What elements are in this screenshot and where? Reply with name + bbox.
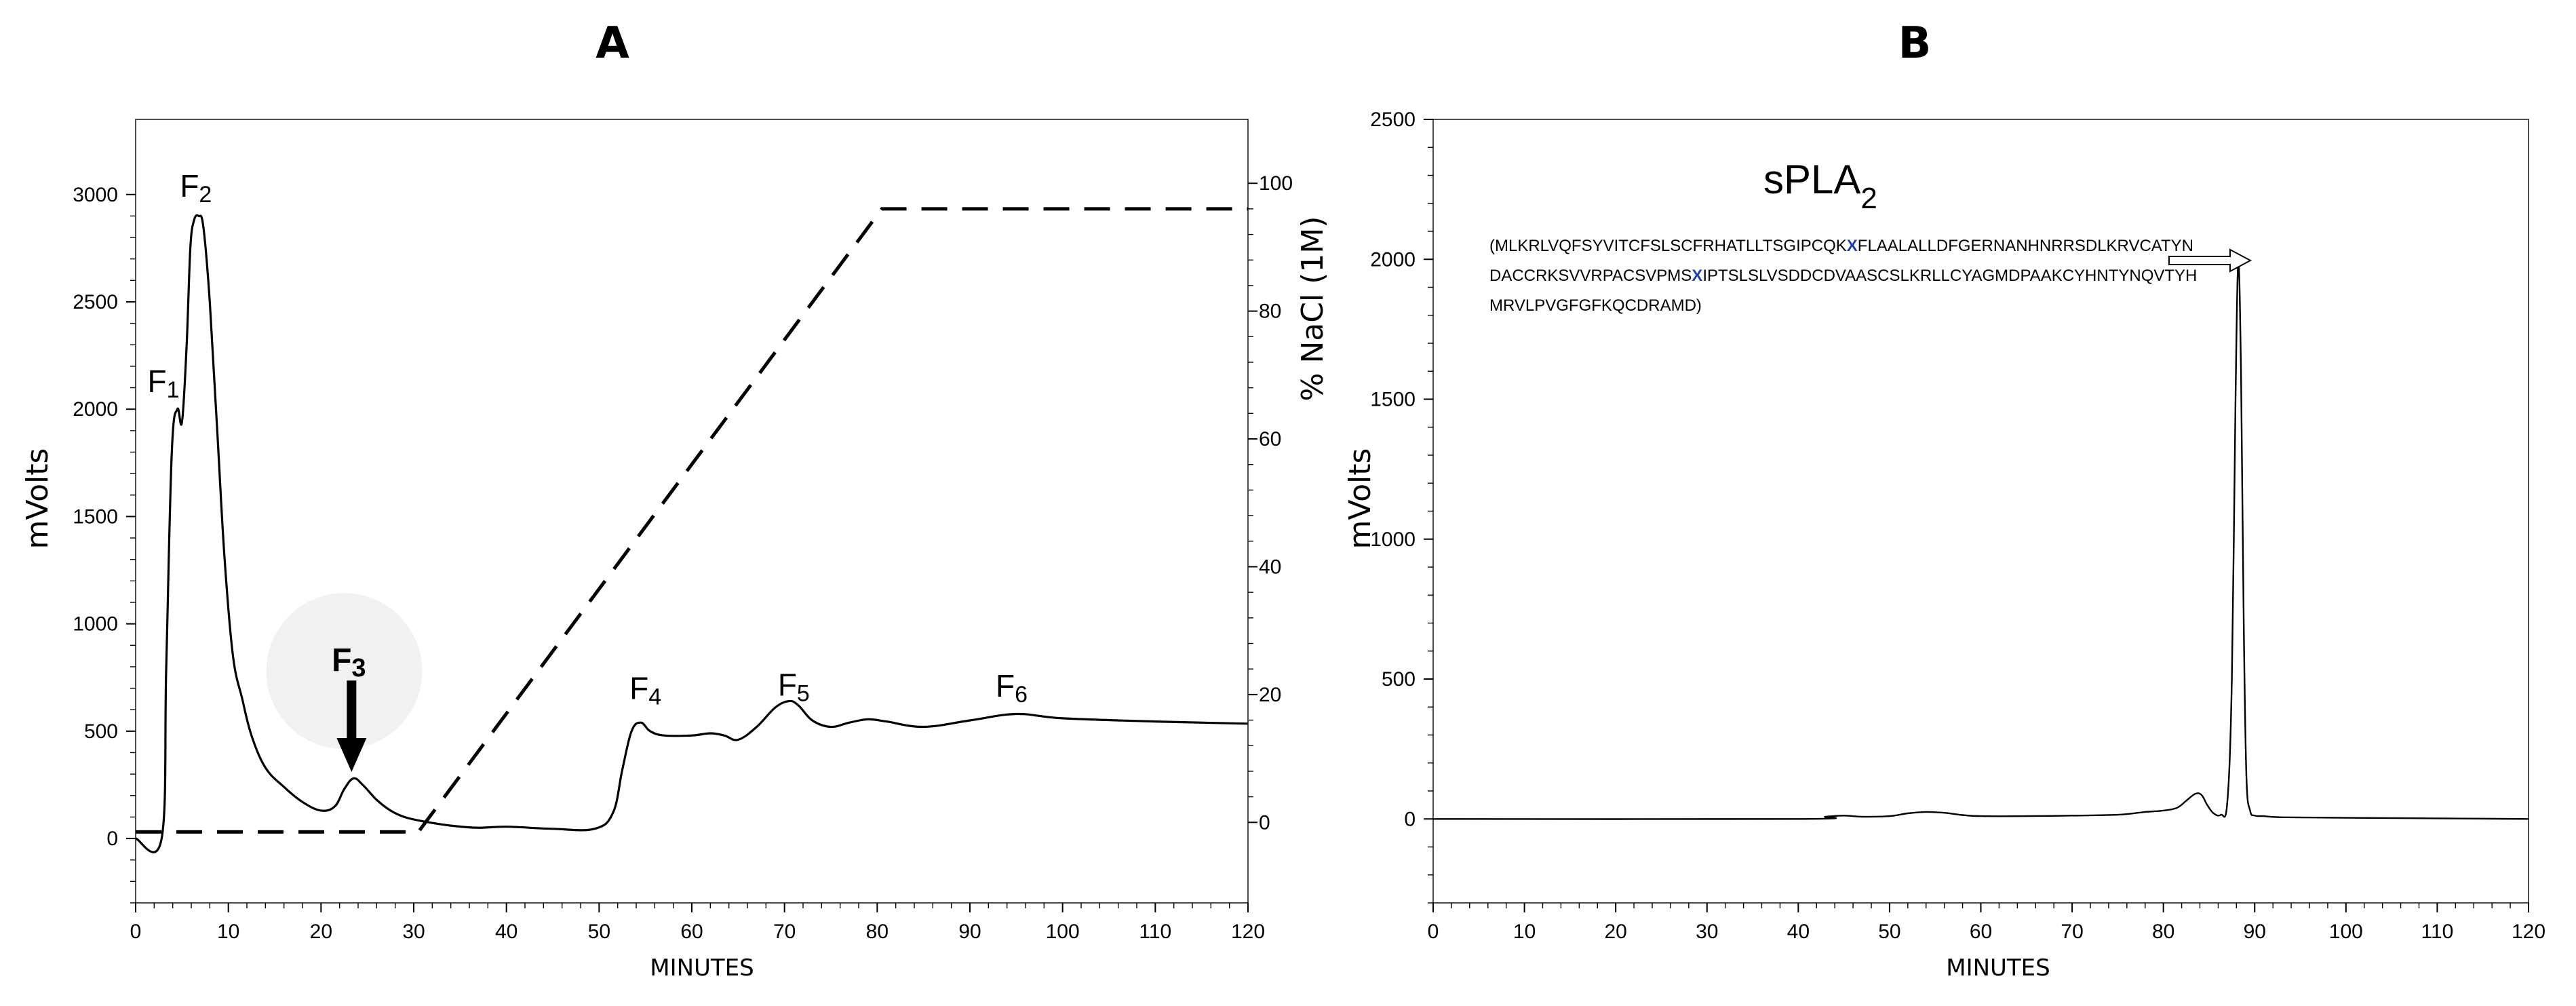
- b-x-tick-label: 60: [1970, 921, 1992, 943]
- a-y2-tick-label: 40: [1259, 556, 1281, 578]
- a-y2-tick-label: 100: [1259, 172, 1293, 195]
- a-y-tick-label: 2500: [73, 291, 118, 313]
- a-x-tick-label: 20: [310, 921, 332, 943]
- a-y-tick-label: 1000: [73, 613, 118, 636]
- panel-a-peak-labels: F1 F2 F3 F4 F5 F6: [147, 168, 1028, 772]
- sequence-line-1: (MLKRLVQFSYVITCFSLSCFRHATLLTSGIPCQKXFLAA…: [1489, 237, 2193, 255]
- sequence-line-2: DACCRKSVVRPACSVPMSXIPTSLSLVSDDCDVAASCSLK…: [1489, 267, 2197, 285]
- panel-a-y2-axis-title: % NaCl (1M): [1295, 216, 1330, 402]
- panel-a-chart: 0 10 20 30 40 50 60 70 80 90 100 110 120 05001000150…: [20, 119, 1330, 982]
- panel-b-x-axis: 0 10 20 30 40 50 60 70 80 90 100 110 120: [1428, 903, 2545, 943]
- b-x-tick-label: 80: [2152, 921, 2174, 943]
- b-y-tick-label: 500: [1382, 668, 1416, 691]
- panel-b-y-axis: 0 500 1000 1500 2000 2500: [1370, 109, 1433, 904]
- b-x-tick-label: 100: [2329, 921, 2363, 943]
- peak-label-f4: F4: [629, 670, 661, 710]
- a-x-tick-label: 80: [866, 921, 889, 943]
- b-y-tick-label: 0: [1404, 808, 1416, 830]
- sequence-line-3: MRVLPVGFGFKQCDRAMD): [1489, 296, 1702, 315]
- a-y-tick-label: 0: [106, 828, 118, 850]
- a-y2-tick-label: 20: [1259, 684, 1281, 706]
- panel-b-y-axis-title: mVolts: [1343, 448, 1378, 549]
- peak-label-f6: F6: [996, 668, 1028, 708]
- f3-arrow-shaft: [347, 680, 357, 741]
- a-x-tick-label: 100: [1046, 921, 1080, 943]
- a-absorbance-trace: [135, 214, 1249, 853]
- a-x-tick-label: 40: [495, 921, 518, 943]
- b-x-tick-label: 90: [2244, 921, 2266, 943]
- a-y-tick-label: 500: [84, 720, 118, 743]
- panel-b-label: B: [1898, 18, 1932, 69]
- b-x-tick-label: 0: [1428, 921, 1439, 943]
- a-x-tick-label: 110: [1139, 921, 1171, 943]
- b-x-tick-label: 70: [2061, 921, 2083, 943]
- panel-b-series: [1432, 260, 2529, 820]
- panel-b-x-axis-title: MINUTES: [1946, 954, 2050, 982]
- a-x-tick-label: 0: [130, 921, 142, 943]
- panel-a-y2-axis: 0 20 40 60 80 100: [1248, 172, 1293, 834]
- b-y-tick-label: 2000: [1370, 248, 1416, 271]
- a-y-tick-label: 2000: [73, 398, 118, 421]
- a-x-tick-label: 120: [1231, 921, 1265, 943]
- peak-label-f1: F1: [147, 364, 179, 403]
- a-x-tick-label: 30: [402, 921, 425, 943]
- panel-a-series: [135, 207, 1249, 853]
- panel-a-y-axis: 0 500 1000 1500 2000 2500 3000: [73, 184, 136, 904]
- b-y-tick-label: 1000: [1370, 528, 1416, 551]
- b-x-tick-label: 30: [1696, 921, 1718, 943]
- peak-label-f2: F2: [180, 168, 212, 208]
- a-y-tick-label: 1500: [73, 505, 118, 528]
- a-x-tick-label: 10: [217, 921, 239, 943]
- b-x-tick-label: 20: [1604, 921, 1626, 943]
- panel-a-x-axis: 0 10 20 30 40 50 60 70 80 90 100 110 120: [130, 903, 1265, 943]
- b-x-tick-label: 10: [1513, 921, 1536, 943]
- panel-b-chart: 0 10 20 30 40 50 60 70 80 90 100 110 120 0 500 1000 150…: [1343, 109, 2545, 982]
- panel-a-label: A: [596, 18, 629, 69]
- a-x-tick-label: 50: [588, 921, 610, 943]
- b-x-tick-label: 50: [1878, 921, 1900, 943]
- panel-a-y-axis-title: mVolts: [20, 448, 55, 549]
- b-x-tick-label: 40: [1787, 921, 1810, 943]
- a-x-tick-label: 60: [680, 921, 703, 943]
- peak-label-f5: F5: [778, 668, 810, 707]
- a-y2-tick-label: 80: [1259, 301, 1281, 323]
- b-y-tick-label: 1500: [1370, 389, 1416, 411]
- f3-highlight-halo: [266, 593, 423, 750]
- a-x-tick-label: 70: [773, 921, 796, 943]
- b-x-tick-label: 120: [2512, 921, 2545, 943]
- b-y-tick-label: 2500: [1370, 109, 1416, 131]
- a-y2-tick-label: 0: [1259, 811, 1270, 834]
- a-y2-tick-label: 60: [1259, 428, 1281, 450]
- peak-label-f3: F3: [332, 642, 366, 682]
- b-x-tick-label: 110: [2421, 921, 2454, 943]
- a-nacl-gradient-line: [136, 207, 1248, 834]
- b-absorbance-trace: [1432, 260, 2529, 820]
- a-x-tick-label: 90: [958, 921, 981, 943]
- f3-arrow-head: [336, 737, 367, 772]
- panel-a-plot-frame: [135, 119, 1249, 904]
- panel-a-x-axis-title: MINUTES: [650, 954, 754, 982]
- spla2-label: sPLA2: [1763, 157, 1877, 215]
- peak-pointer-arrow: [2168, 248, 2252, 273]
- a-y-tick-label: 3000: [73, 184, 118, 206]
